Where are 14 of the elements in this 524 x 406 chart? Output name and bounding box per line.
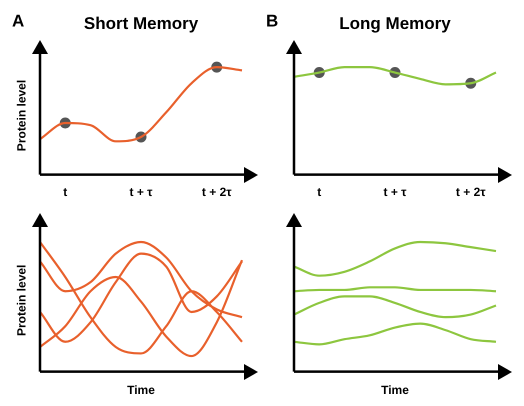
y-axis-title: Protein level [14,264,28,336]
x-tick-label: t + 2τ [456,185,486,200]
chart-title: Short Memory [84,14,199,33]
x-tick-label: t + 2τ [202,185,232,200]
x-axis-title: Time [127,383,156,398]
x-tick-label: t [317,185,322,200]
x-tick-label: t [63,185,68,200]
chart-title: Long Memory [339,14,452,33]
text: B [266,12,278,31]
text: A [12,12,24,31]
x-tick-label: t + τ [383,185,408,200]
x-axis-title: Time [381,383,410,398]
x-tick-label: t + τ [129,185,154,200]
y-axis-title: Protein level [14,80,28,152]
